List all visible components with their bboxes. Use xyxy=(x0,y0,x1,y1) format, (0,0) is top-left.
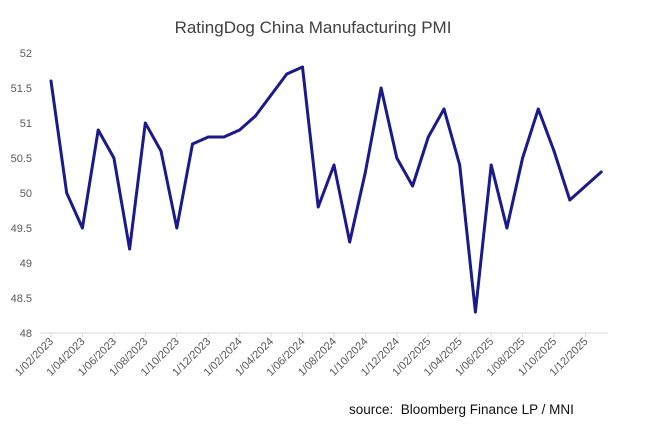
data-point xyxy=(65,191,69,195)
data-point xyxy=(285,72,289,76)
data-point xyxy=(81,226,84,230)
series-line xyxy=(49,65,603,314)
data-point xyxy=(552,149,556,153)
y-tick-label: 52 xyxy=(20,48,32,60)
data-point xyxy=(332,163,336,167)
data-point xyxy=(505,226,509,230)
data-point xyxy=(128,247,132,251)
data-point xyxy=(395,156,399,160)
data-point xyxy=(458,163,462,167)
chart-title: RatingDog China Manufacturing PMI xyxy=(175,18,452,37)
data-point xyxy=(191,142,194,146)
data-point xyxy=(301,65,304,69)
data-point xyxy=(568,198,572,202)
data-point xyxy=(238,128,242,132)
x-axis-ticks: 1/02/20231/04/20231/06/20231/08/20231/10… xyxy=(13,333,591,379)
data-point xyxy=(521,156,524,160)
y-tick-label: 49 xyxy=(20,258,32,270)
y-tick-label: 48.5 xyxy=(11,293,32,305)
source-note: source: Bloomberg Finance LP / MNI xyxy=(349,402,574,417)
data-point xyxy=(159,149,163,153)
y-tick-label: 51 xyxy=(20,118,32,130)
y-tick-label: 48 xyxy=(20,328,32,340)
data-point xyxy=(112,156,116,160)
data-point xyxy=(49,79,53,83)
data-point xyxy=(254,114,257,118)
data-point xyxy=(175,226,179,230)
data-point xyxy=(222,135,226,139)
series-points xyxy=(49,65,603,314)
y-axis-ticks: 48 48.5 49 49.5 50 50.5 51 51.5 52 xyxy=(11,48,32,340)
data-point xyxy=(143,121,147,125)
data-point xyxy=(364,170,367,174)
data-point xyxy=(442,107,446,111)
data-point xyxy=(489,163,493,167)
y-tick-label: 50 xyxy=(20,188,32,200)
data-point xyxy=(348,240,352,244)
data-point xyxy=(316,205,320,209)
data-point xyxy=(584,184,587,188)
data-point xyxy=(96,128,100,132)
data-point xyxy=(599,170,603,174)
y-tick-label: 49.5 xyxy=(11,223,32,235)
data-point xyxy=(379,86,383,90)
y-tick-label: 51.5 xyxy=(11,83,32,95)
data-point xyxy=(269,93,273,97)
data-point xyxy=(411,184,414,188)
data-point xyxy=(426,135,430,139)
data-point xyxy=(474,310,477,314)
data-point xyxy=(536,107,540,111)
data-point xyxy=(206,135,210,139)
y-tick-label: 50.5 xyxy=(11,153,32,165)
